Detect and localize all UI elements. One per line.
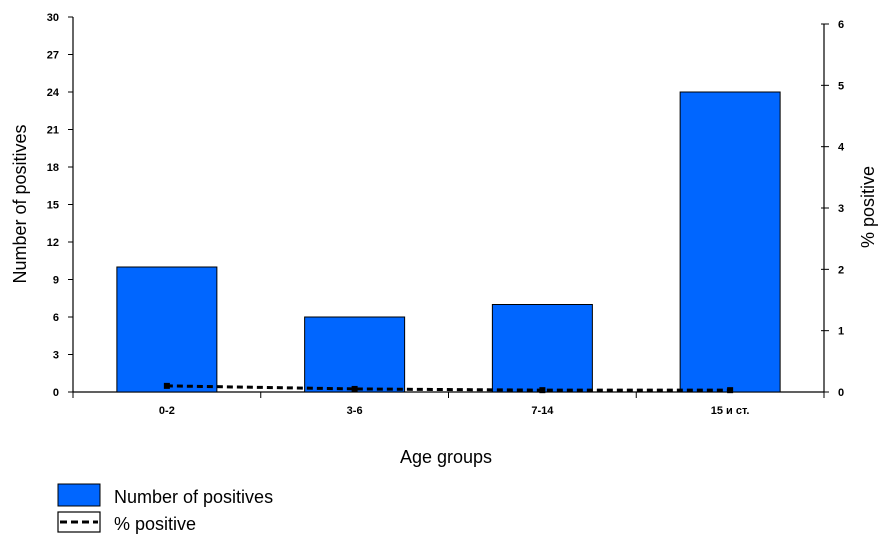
y2-tick-label: 1 — [838, 326, 844, 338]
y2-tick-label: 5 — [838, 80, 844, 92]
legend: Number of positives % positive — [57, 483, 273, 534]
legend-label-line: % positive — [114, 514, 196, 534]
x-axis-title: Age groups — [400, 447, 492, 467]
y2-tick-label: 4 — [838, 142, 845, 154]
x-tick-label: 15 и ст. — [711, 405, 750, 417]
y-tick-label: 21 — [47, 125, 59, 137]
bar-15 и ст. — [679, 91, 781, 393]
y2-tick-label: 2 — [838, 264, 844, 276]
y-tick-label: 3 — [53, 350, 59, 362]
y-tick-label: 27 — [47, 50, 59, 62]
y2-tick-label: 0 — [838, 387, 844, 399]
percent-positive-line — [166, 384, 731, 392]
bar-3-6 — [304, 316, 406, 393]
x-tick-label: 3-6 — [347, 405, 363, 417]
legend-label-bars: Number of positives — [114, 487, 273, 507]
legend-swatch-bars — [57, 483, 101, 507]
y-tick-label: 15 — [47, 200, 59, 212]
y-tick-label: 9 — [53, 275, 59, 287]
percent-point-0-2 — [163, 382, 170, 389]
y-tick-label: 0 — [53, 387, 59, 399]
y-tick-label: 6 — [53, 312, 59, 324]
y-tick-label: 24 — [47, 87, 60, 99]
percent-line — [163, 382, 734, 394]
legend-swatch-line — [57, 511, 101, 533]
y-tick-label: 18 — [47, 162, 59, 174]
y-axis-title: Number of positives — [10, 124, 30, 283]
bar-0-2 — [116, 266, 218, 393]
y2-tick-label: 3 — [838, 203, 844, 215]
x-tick-label: 0-2 — [159, 405, 175, 417]
bars — [116, 91, 781, 393]
bar-7-14 — [491, 304, 593, 393]
percent-point-15 и ст. — [727, 387, 734, 394]
x-tick-label: 7-14 — [531, 405, 554, 417]
y-tick-label: 30 — [47, 12, 59, 24]
percent-point-7-14 — [539, 387, 546, 394]
percent-point-3-6 — [351, 385, 358, 392]
y-tick-label: 12 — [47, 237, 59, 249]
y2-tick-label: 6 — [838, 19, 844, 31]
y2-axis-title: % positive — [858, 166, 878, 248]
